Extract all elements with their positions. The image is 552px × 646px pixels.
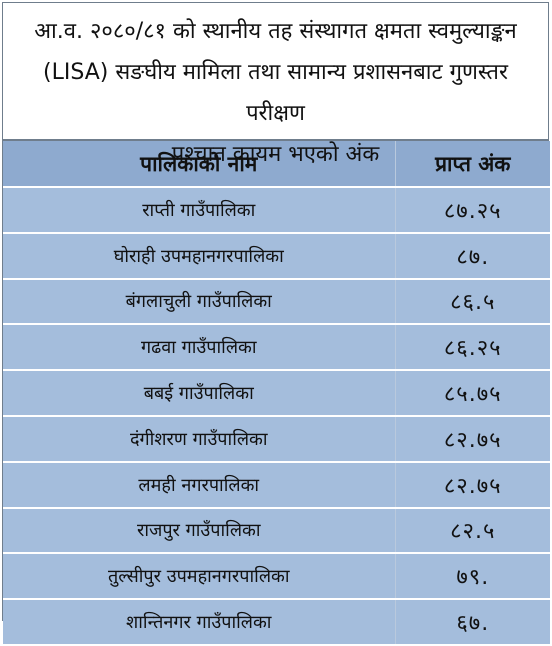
municipality-name: दंगीशरण गाउँपालिका bbox=[3, 415, 396, 463]
score-value: ८७. bbox=[395, 232, 550, 280]
municipality-name: बबई गाउँपालिका bbox=[3, 370, 396, 417]
table-row: घोराही उपमहानगरपालिका ८७. bbox=[3, 232, 550, 280]
score-value: ८२.७५ bbox=[395, 415, 550, 463]
municipality-name: घोराही उपमहानगरपालिका bbox=[3, 232, 396, 280]
table-row: दंगीशरण गाउँपालिका ८२.७५ bbox=[3, 415, 550, 463]
table-row: बंगलाचुली गाउँपालिका ८६.५ bbox=[3, 278, 550, 326]
score-value: ८७.२५ bbox=[395, 187, 550, 234]
table-row: राजपुर गाउँपालिका ८२.५ bbox=[3, 507, 550, 555]
score-value: ८६.५ bbox=[395, 278, 550, 326]
municipality-name: राजपुर गाउँपालिका bbox=[3, 507, 396, 555]
table-row: शान्तिनगर गाउँपालिका ६७. bbox=[3, 599, 550, 646]
header-municipality-name: पालिकाको नाम bbox=[3, 141, 396, 188]
score-value: ६७. bbox=[395, 599, 550, 646]
score-value: ८२.७५ bbox=[395, 461, 550, 509]
score-value: ७९. bbox=[395, 553, 550, 601]
table-row: गढवा गाउँपालिका ८६.२५ bbox=[3, 324, 550, 372]
municipality-name: राप्ती गाउँपालिका bbox=[3, 187, 396, 234]
document-title: आ.व. २०८०/८१ को स्थानीय तह संस्थागत क्षम… bbox=[3, 3, 548, 167]
municipality-name: तुल्सीपुर उपमहानगरपालिका bbox=[3, 553, 396, 601]
table-header-row: पालिकाको नाम प्राप्त अंक bbox=[3, 141, 550, 188]
table-row: तुल्सीपुर उपमहानगरपालिका ७९. bbox=[3, 553, 550, 601]
municipality-name: गढवा गाउँपालिका bbox=[3, 324, 396, 372]
table-row: राप्ती गाउँपालिका ८७.२५ bbox=[3, 187, 550, 234]
municipality-name: लमही नगरपालिका bbox=[3, 461, 396, 509]
scores-table: पालिकाको नाम प्राप्त अंक राप्ती गाउँपालि… bbox=[3, 141, 550, 646]
score-value: ८२.५ bbox=[395, 507, 550, 555]
score-value: ८५.७५ bbox=[395, 370, 550, 417]
table-row: लमही नगरपालिका ८२.७५ bbox=[3, 461, 550, 509]
score-value: ८६.२५ bbox=[395, 324, 550, 372]
header-score: प्राप्त अंक bbox=[395, 141, 550, 188]
municipality-name: बंगलाचुली गाउँपालिका bbox=[3, 278, 396, 326]
municipality-name: शान्तिनगर गाउँपालिका bbox=[3, 599, 396, 646]
table-row: बबई गाउँपालिका ८५.७५ bbox=[3, 370, 550, 417]
title-line-1: आ.व. २०८०/८१ को स्थानीय तह संस्थागत क्षम… bbox=[34, 19, 517, 44]
title-line-2: (LISA) सङघीय मामिला तथा सामान्य प्रशासनब… bbox=[43, 60, 508, 126]
